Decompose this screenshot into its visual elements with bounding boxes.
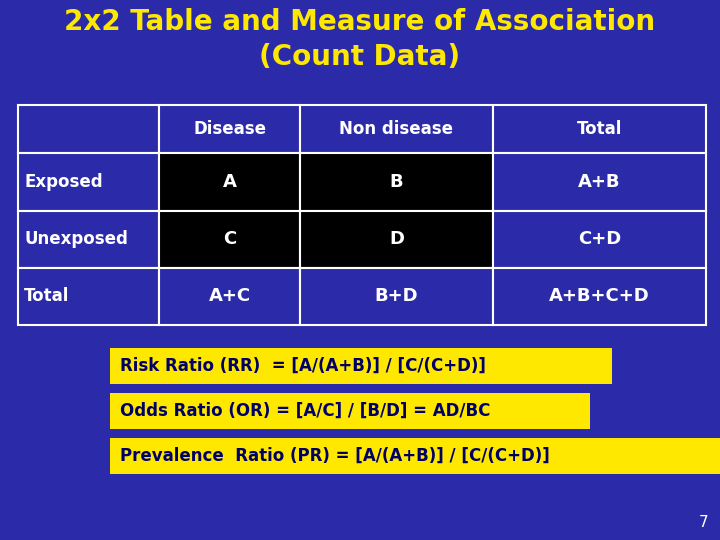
Bar: [18, 268, 159, 325]
Text: 2x2 Table and Measure of Association
(Count Data): 2x2 Table and Measure of Association (Co…: [64, 8, 656, 71]
Text: Odds Ratio (OR) = [A/C] / [B/D] = AD/BC: Odds Ratio (OR) = [A/C] / [B/D] = AD/BC: [120, 402, 490, 420]
Text: Non disease: Non disease: [339, 120, 454, 138]
Text: B+D: B+D: [374, 287, 418, 306]
Bar: [110, 393, 590, 429]
Text: A+B+C+D: A+B+C+D: [549, 287, 649, 306]
Text: A+C: A+C: [209, 287, 251, 306]
Text: C: C: [223, 230, 236, 248]
Bar: [110, 348, 612, 384]
Text: D: D: [389, 230, 404, 248]
Bar: [492, 153, 706, 211]
Bar: [492, 105, 706, 153]
Bar: [159, 153, 300, 211]
Bar: [300, 153, 492, 211]
Bar: [159, 211, 300, 268]
Text: A+B: A+B: [578, 173, 621, 191]
Bar: [492, 268, 706, 325]
Bar: [492, 211, 706, 268]
Text: Exposed: Exposed: [24, 173, 103, 191]
Bar: [300, 105, 492, 153]
Text: Prevalence  Ratio (PR) = [A/(A+B)] / [C/(C+D)]: Prevalence Ratio (PR) = [A/(A+B)] / [C/(…: [120, 447, 550, 465]
Text: B: B: [390, 173, 403, 191]
Text: Risk Ratio (RR)  = [A/(A+B)] / [C/(C+D)]: Risk Ratio (RR) = [A/(A+B)] / [C/(C+D)]: [120, 357, 486, 375]
Text: Unexposed: Unexposed: [24, 230, 128, 248]
Bar: [110, 438, 720, 474]
Text: A: A: [222, 173, 236, 191]
Bar: [18, 153, 159, 211]
Text: Total: Total: [577, 120, 622, 138]
Text: Disease: Disease: [193, 120, 266, 138]
Bar: [300, 268, 492, 325]
Bar: [159, 268, 300, 325]
Text: 7: 7: [698, 515, 708, 530]
Bar: [159, 105, 300, 153]
Bar: [300, 211, 492, 268]
Text: C+D: C+D: [577, 230, 621, 248]
Text: Total: Total: [24, 287, 69, 306]
Bar: [18, 211, 159, 268]
Bar: [18, 105, 159, 153]
